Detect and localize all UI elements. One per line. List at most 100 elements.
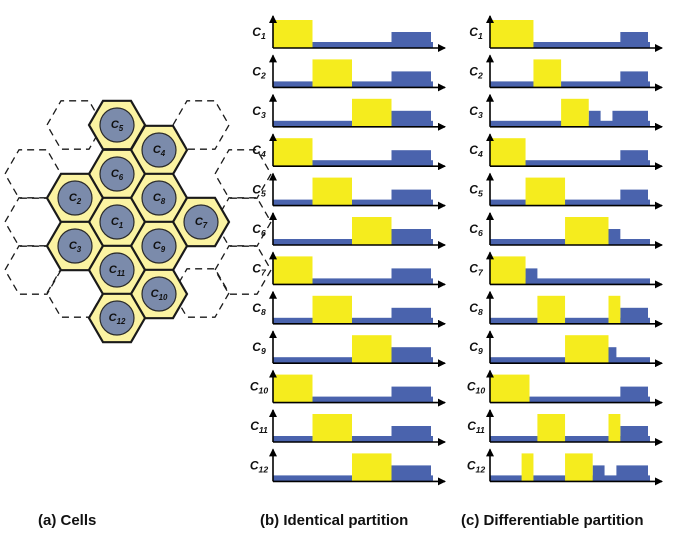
partition-row-c6: C6	[252, 212, 446, 249]
row-label: C12	[250, 458, 268, 474]
base-station-circle	[57, 180, 93, 216]
low-power-band	[273, 199, 433, 206]
dedicated-slot-block	[561, 98, 589, 127]
partition-row-c2: C2	[469, 54, 663, 92]
partition-row-c11: C11	[467, 409, 663, 446]
row-label: C4	[252, 143, 266, 159]
dedicated-slot-block	[490, 256, 526, 285]
identical-partition-panel: C1 C2 C3 C4 C5 C6 C7 C8 C9 C10 C11 C12	[250, 15, 446, 486]
high-power-block	[525, 268, 538, 285]
caption-identical-partition: (b) Identical partition	[260, 512, 409, 529]
row-label: C7	[469, 261, 484, 277]
row-label: C3	[469, 104, 483, 120]
empty-cell-hexagon	[46, 100, 104, 150]
row-label: C8	[252, 301, 266, 317]
partition-row-c9: C9	[469, 330, 663, 368]
high-power-block	[391, 71, 431, 88]
dedicated-slot-block	[352, 335, 392, 364]
base-station-circle	[99, 204, 135, 240]
row-label: C7	[252, 261, 267, 277]
row-label: C8	[469, 301, 483, 317]
low-power-band	[273, 278, 433, 285]
dedicated-slot-block	[533, 59, 562, 88]
cell-label: C6	[111, 168, 124, 182]
partition-row-c9: C9	[252, 330, 446, 368]
caption-differentiable-partition: (c) Differentiable partition	[461, 512, 644, 529]
cell-label: C5	[111, 119, 124, 133]
dedicated-slot-block	[565, 217, 609, 245]
cell-label: C8	[153, 192, 166, 206]
low-power-band	[490, 436, 650, 442]
cell-label: C1	[111, 216, 123, 230]
high-power-block	[620, 71, 648, 88]
dedicated-slot-block	[565, 453, 593, 482]
empty-cell-hexagon	[214, 245, 272, 295]
row-label: C2	[252, 64, 266, 80]
low-power-band	[490, 396, 650, 403]
row-label: C11	[250, 419, 268, 435]
partition-row-c12: C12	[467, 448, 663, 486]
dedicated-slot-block	[273, 138, 313, 167]
low-power-band	[490, 42, 650, 48]
row-label: C9	[469, 340, 483, 356]
partition-row-c3: C3	[469, 93, 663, 131]
low-power-band	[490, 199, 650, 206]
dedicated-slot-block	[273, 256, 313, 285]
partition-row-c10: C10	[250, 369, 446, 407]
base-station-circle	[141, 180, 177, 216]
partition-row-c2: C2	[252, 54, 446, 92]
base-station-circle	[141, 276, 177, 312]
low-power-band	[273, 317, 433, 324]
low-power-band	[273, 396, 433, 403]
low-power-band	[490, 160, 650, 167]
cell-label: C2	[69, 192, 82, 206]
dedicated-slot-block	[312, 414, 352, 442]
high-power-block	[620, 32, 648, 48]
empty-cell-hexagon	[214, 149, 272, 199]
high-power-block	[616, 465, 648, 482]
hexagonal-cell-grid: C5 C4 C6 C2 C8 C7 C1 C3 C9 C11 C10 C12	[4, 99, 272, 344]
low-power-band	[273, 436, 433, 442]
high-power-block	[620, 386, 648, 403]
high-power-block	[391, 268, 431, 285]
dedicated-slot-block	[352, 453, 392, 482]
dedicated-slot-block	[525, 177, 566, 206]
dedicated-slot-block	[565, 335, 609, 364]
base-station-circle	[99, 300, 135, 336]
row-label: C10	[250, 380, 268, 396]
high-power-block	[391, 229, 431, 245]
cell-label: C9	[153, 240, 166, 254]
empty-cell-hexagon	[172, 268, 230, 318]
high-power-block	[620, 426, 648, 442]
dedicated-slot-block	[537, 295, 566, 324]
base-station-circle	[141, 132, 177, 168]
row-label: C3	[252, 104, 266, 120]
row-label: C5	[252, 183, 266, 199]
high-power-block	[391, 150, 431, 167]
low-power-band	[273, 42, 433, 48]
row-label: C2	[469, 64, 483, 80]
base-station-circle	[57, 228, 93, 264]
base-station-circle	[183, 204, 219, 240]
empty-cell-hexagon	[214, 197, 272, 247]
base-station-circle	[99, 156, 135, 192]
high-power-block	[391, 32, 431, 48]
row-label: C11	[467, 419, 485, 435]
cell-label: C7	[195, 216, 208, 230]
partition-row-c7: C7	[469, 251, 663, 289]
high-power-block	[608, 229, 621, 245]
dedicated-slot-block	[273, 20, 313, 48]
partition-row-c1: C1	[252, 15, 446, 52]
row-label: C4	[469, 143, 483, 159]
partition-row-c6: C6	[469, 212, 663, 249]
high-power-block	[391, 386, 431, 403]
partition-row-c10: C10	[467, 369, 663, 407]
base-station-circle	[141, 228, 177, 264]
dedicated-slot-block	[273, 374, 313, 403]
row-label: C1	[469, 25, 483, 41]
dedicated-slot-block	[490, 20, 534, 48]
high-power-block	[608, 347, 617, 364]
row-label: C10	[467, 380, 485, 396]
high-power-block	[612, 110, 648, 127]
low-power-band	[490, 317, 650, 324]
